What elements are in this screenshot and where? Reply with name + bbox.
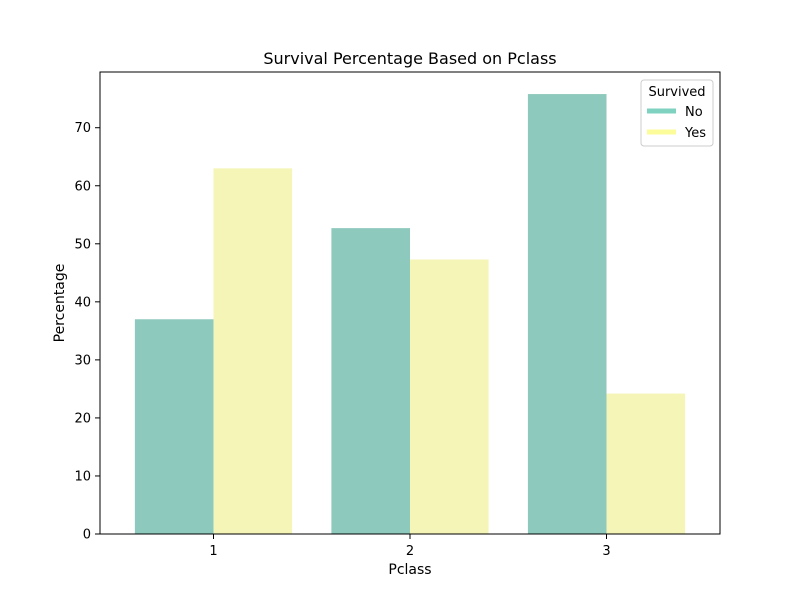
y-tick-label: 60 — [74, 179, 91, 194]
y-axis: 0 10 20 30 40 50 60 70 — [74, 121, 100, 543]
y-tick-label: 0 — [83, 528, 91, 543]
bars-group — [134, 94, 686, 534]
bar-yes-pclass-3 — [606, 393, 686, 534]
y-tick-label: 40 — [74, 295, 91, 310]
bar-yes-pclass-2 — [410, 259, 489, 534]
bar-yes-pclass-1 — [213, 168, 293, 534]
legend: Survived No Yes — [640, 79, 714, 147]
x-tick-label: 2 — [406, 544, 414, 559]
y-tick-label: 10 — [74, 469, 91, 484]
bar-no-pclass-3 — [527, 94, 607, 534]
x-tick-label: 1 — [209, 544, 217, 559]
y-axis-label: Percentage — [52, 264, 68, 343]
legend-label-yes: Yes — [684, 126, 706, 141]
y-tick-label: 30 — [74, 353, 91, 368]
legend-title: Survived — [648, 85, 705, 100]
x-axis-label: Pclass — [388, 562, 431, 578]
x-tick-label: 3 — [602, 544, 610, 559]
y-tick-label: 20 — [74, 411, 91, 426]
chart-title: Survival Percentage Based on Pclass — [263, 49, 556, 68]
x-axis: 1 2 3 — [209, 534, 611, 559]
bar-no-pclass-1 — [134, 319, 214, 534]
y-tick-label: 50 — [74, 237, 91, 252]
bar-no-pclass-2 — [331, 228, 410, 534]
y-tick-label: 70 — [74, 121, 91, 136]
legend-label-no: No — [685, 105, 703, 120]
